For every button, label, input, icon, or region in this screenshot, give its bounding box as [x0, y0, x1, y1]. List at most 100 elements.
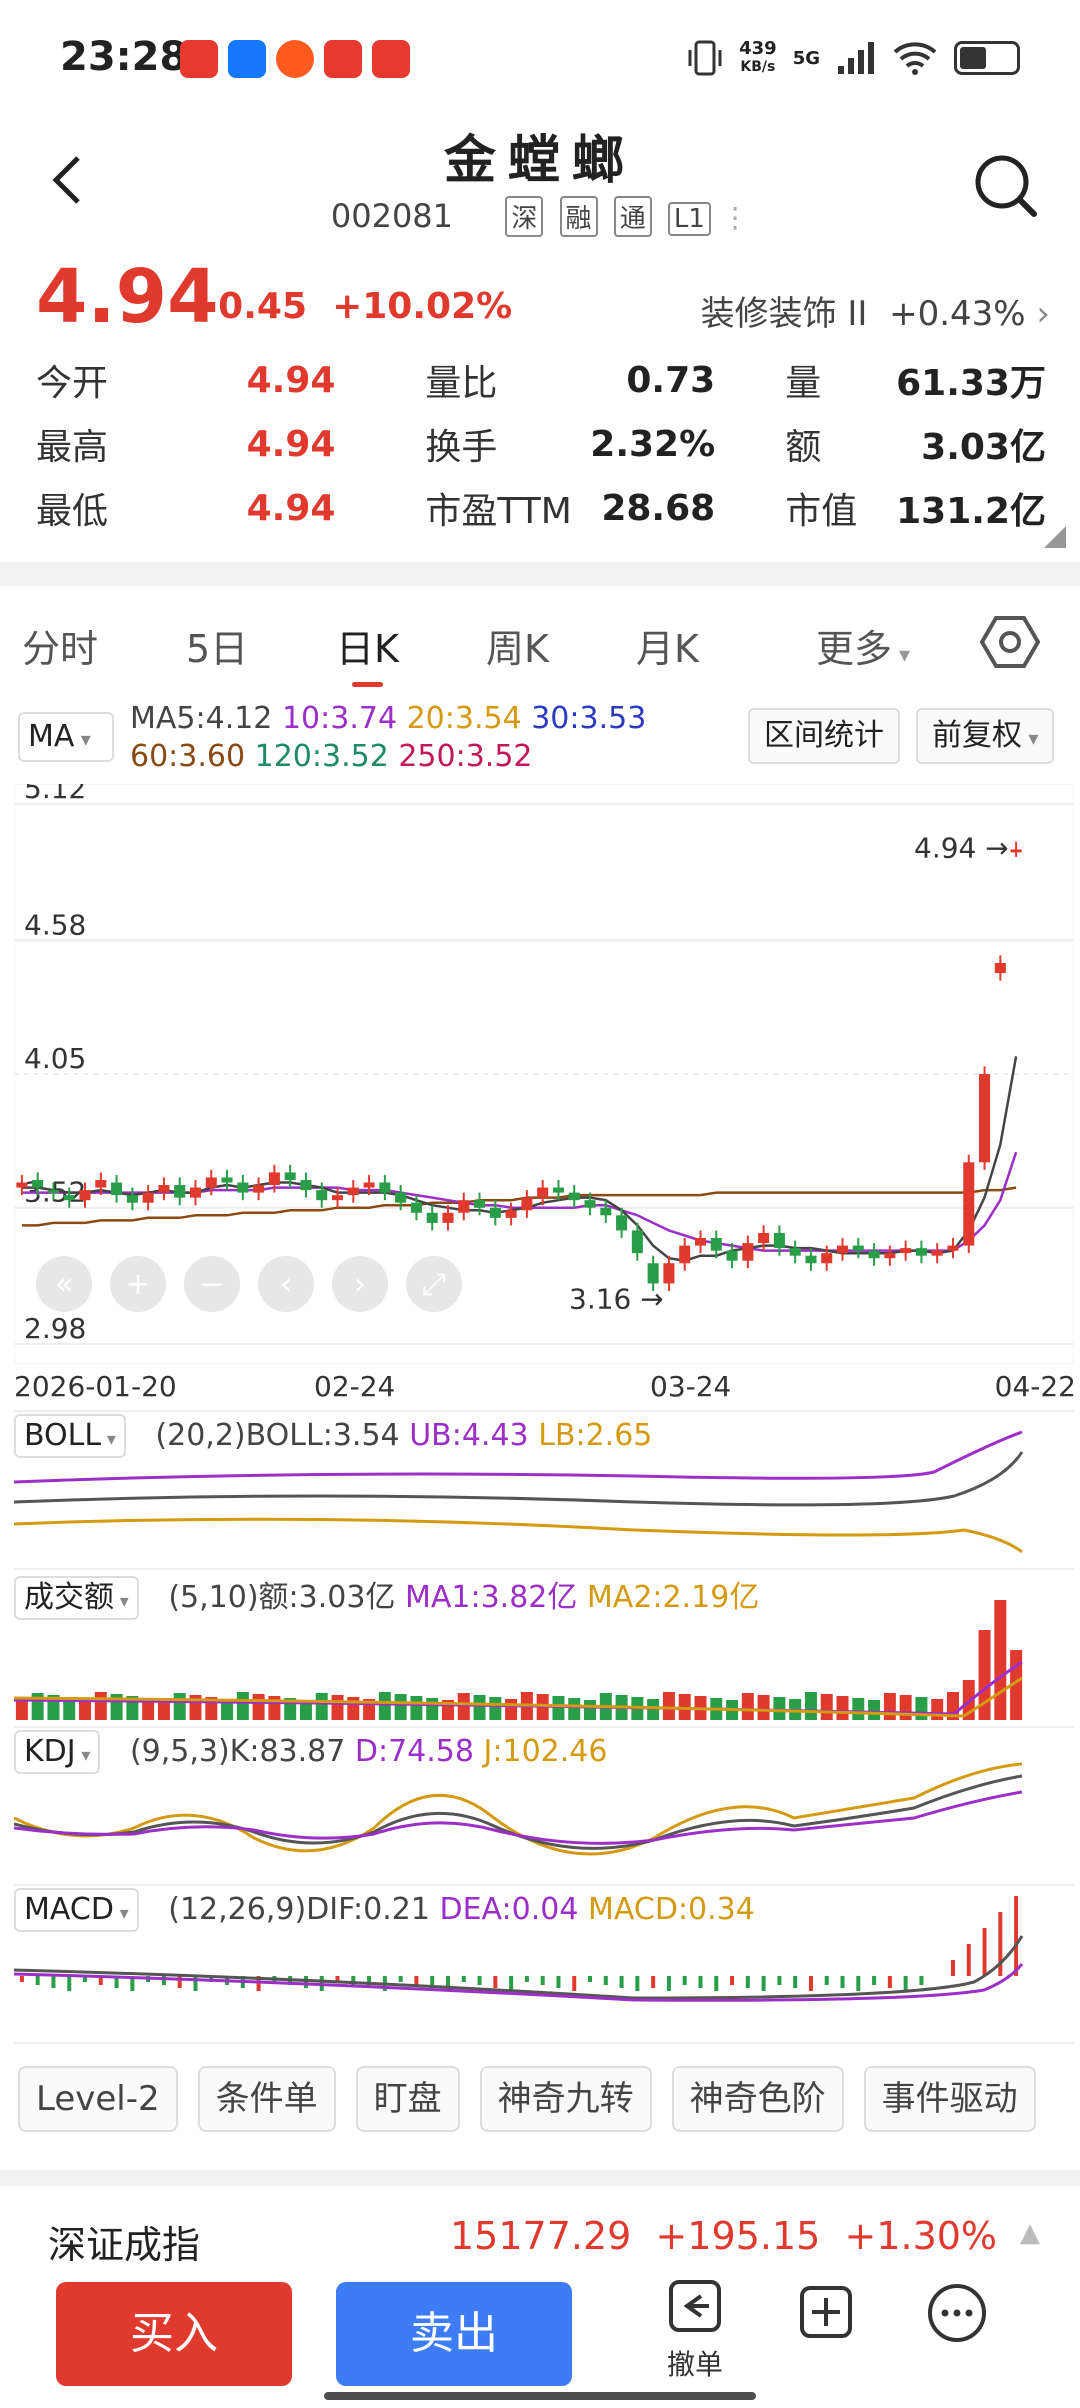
x-tick: 03-24 — [650, 1370, 732, 1403]
turnover-bar — [47, 1695, 60, 1720]
back-icon[interactable] — [40, 150, 100, 210]
macd-bar — [745, 1976, 750, 1988]
func-magic-nine[interactable]: 神奇九转 — [479, 2066, 652, 2132]
y-tick-label: 2.98 — [24, 1312, 86, 1345]
tag-level: L1 — [667, 202, 711, 236]
kdj-panel[interactable] — [13, 1726, 1074, 1882]
macd-bar — [35, 1976, 40, 1985]
expand-corner-icon[interactable] — [1042, 524, 1068, 550]
ma60-line — [21, 1186, 1017, 1227]
tab-weekly-k[interactable]: 周K — [486, 627, 549, 671]
macd-bar — [303, 1976, 308, 1988]
tab-intraday[interactable]: 分时 — [22, 627, 99, 671]
buy-button[interactable]: 买入 — [56, 2282, 292, 2386]
candle — [805, 1255, 817, 1264]
candlestick-chart[interactable]: 5.124.584.053.522.98 4.94 →3.16 →« + − ‹ › ⤢ — [14, 784, 1074, 1364]
boll-selector[interactable]: BOLL ▾ — [14, 1414, 126, 1458]
sector-link[interactable]: 装修装饰 II +0.43% › — [700, 294, 1050, 334]
turnover-bar — [331, 1695, 344, 1720]
turnover-bar — [836, 1696, 849, 1720]
boll-panel[interactable] — [13, 1410, 1074, 1566]
video-app-icon — [324, 40, 362, 78]
fullscreen-icon[interactable] — [406, 1256, 462, 1312]
macd-bar — [666, 1976, 671, 1991]
ma10-value: 10:3.74 — [281, 701, 398, 736]
candle — [1010, 849, 1022, 853]
search-icon[interactable] — [970, 150, 1040, 220]
y-tick-label: 4.05 — [24, 1042, 86, 1075]
candle — [221, 1177, 233, 1183]
expand-up-icon[interactable]: ▲ — [1020, 2218, 1040, 2248]
turnover-bar — [426, 1698, 439, 1720]
zoom-in-icon[interactable] — [110, 1256, 166, 1312]
macd-bar — [572, 1976, 577, 1991]
turnover-bar — [883, 1693, 896, 1720]
zoom-out-icon-glyph: − — [199, 1267, 224, 1302]
macd-bar — [67, 1976, 72, 1991]
add-icon[interactable] — [796, 2282, 856, 2342]
func-watch[interactable]: 盯盘 — [355, 2066, 460, 2132]
more-dots-icon[interactable]: ⋮ — [721, 201, 750, 234]
turnover-bar — [284, 1698, 297, 1720]
ma-lines — [21, 1056, 1018, 1262]
candle — [189, 1187, 202, 1198]
rewind-icon[interactable] — [36, 1256, 92, 1312]
home-indicator — [324, 2392, 756, 2400]
quote-row: 最高 4.94 换手 2.32% 额 3.03亿 — [36, 423, 1046, 469]
turnover-selector[interactable]: 成交额 ▾ — [14, 1576, 139, 1620]
index-bar[interactable]: 深证成指 15177.29 +195.15 +1.30% ▲ — [0, 2170, 1080, 2270]
func-conditional-order[interactable]: 条件单 — [197, 2066, 336, 2132]
candle — [663, 1263, 675, 1284]
candle — [868, 1250, 880, 1259]
func-color-scale[interactable]: 神奇色阶 — [671, 2066, 844, 2132]
macd-bar — [824, 1976, 829, 1985]
settings-icon[interactable] — [980, 612, 1040, 672]
status-time: 23:28 — [60, 34, 188, 80]
prev-icon-glyph: ‹ — [280, 1267, 292, 1302]
tab-monthly-k[interactable]: 月K — [636, 627, 699, 671]
candle — [568, 1192, 580, 1201]
adjust-button[interactable]: 前复权 ▾ — [916, 708, 1055, 764]
tag-rong: 融 — [559, 196, 598, 237]
tab-daily-k[interactable]: 日K — [336, 618, 399, 687]
tab-more[interactable]: 更多 ▾ — [816, 627, 911, 671]
turnover-bar — [441, 1700, 454, 1720]
turnover-bar — [457, 1693, 470, 1720]
index-values: 15177.29 +195.15 +1.30% — [450, 2214, 998, 2258]
macd-bar — [919, 1976, 924, 1985]
candle — [111, 1182, 123, 1196]
turnover-bar — [347, 1697, 360, 1720]
macd-bar — [793, 1976, 798, 1988]
macd-selector[interactable]: MACD ▾ — [14, 1888, 139, 1932]
candle — [32, 1179, 44, 1188]
macd-bar — [682, 1976, 687, 1985]
stock-code: 002081 — [330, 197, 454, 235]
macd-bar — [777, 1976, 782, 1985]
tab-5day[interactable]: 5日 — [186, 627, 249, 671]
more-icon[interactable] — [926, 2282, 988, 2344]
cancel-order-button[interactable]: 撤单 — [650, 2276, 740, 2383]
current-price: 4.94 — [36, 254, 219, 340]
candle — [758, 1232, 770, 1244]
candle — [647, 1263, 659, 1284]
zoom-in-icon-glyph: + — [125, 1267, 150, 1302]
ma-selector[interactable]: MA ▾ — [18, 712, 114, 762]
zoom-out-icon[interactable] — [184, 1256, 240, 1312]
func-level2[interactable]: Level-2 — [18, 2066, 178, 2132]
range-stats-button[interactable]: 区间统计 — [748, 708, 900, 764]
macd-bar — [714, 1976, 719, 1991]
kdj-selector[interactable]: KDJ ▾ — [14, 1730, 101, 1774]
macd-panel[interactable] — [13, 1884, 1074, 2044]
sell-button[interactable]: 卖出 — [336, 2282, 572, 2386]
turnover-panel[interactable] — [13, 1568, 1074, 1724]
x-axis-labels: 2026-01-20 02-24 03-24 04-22 — [14, 1370, 1080, 1410]
func-event-driven[interactable]: 事件驱动 — [863, 2066, 1036, 2132]
turnover-chart — [13, 1600, 1023, 1720]
macd-bar — [887, 1976, 892, 1988]
turnover-ma2-line — [13, 1676, 1023, 1718]
ma30-value: 30:3.53 — [531, 701, 647, 736]
turnover-bar — [157, 1700, 170, 1720]
candle — [915, 1248, 927, 1256]
next-icon[interactable] — [332, 1256, 388, 1312]
prev-icon[interactable] — [258, 1256, 314, 1312]
